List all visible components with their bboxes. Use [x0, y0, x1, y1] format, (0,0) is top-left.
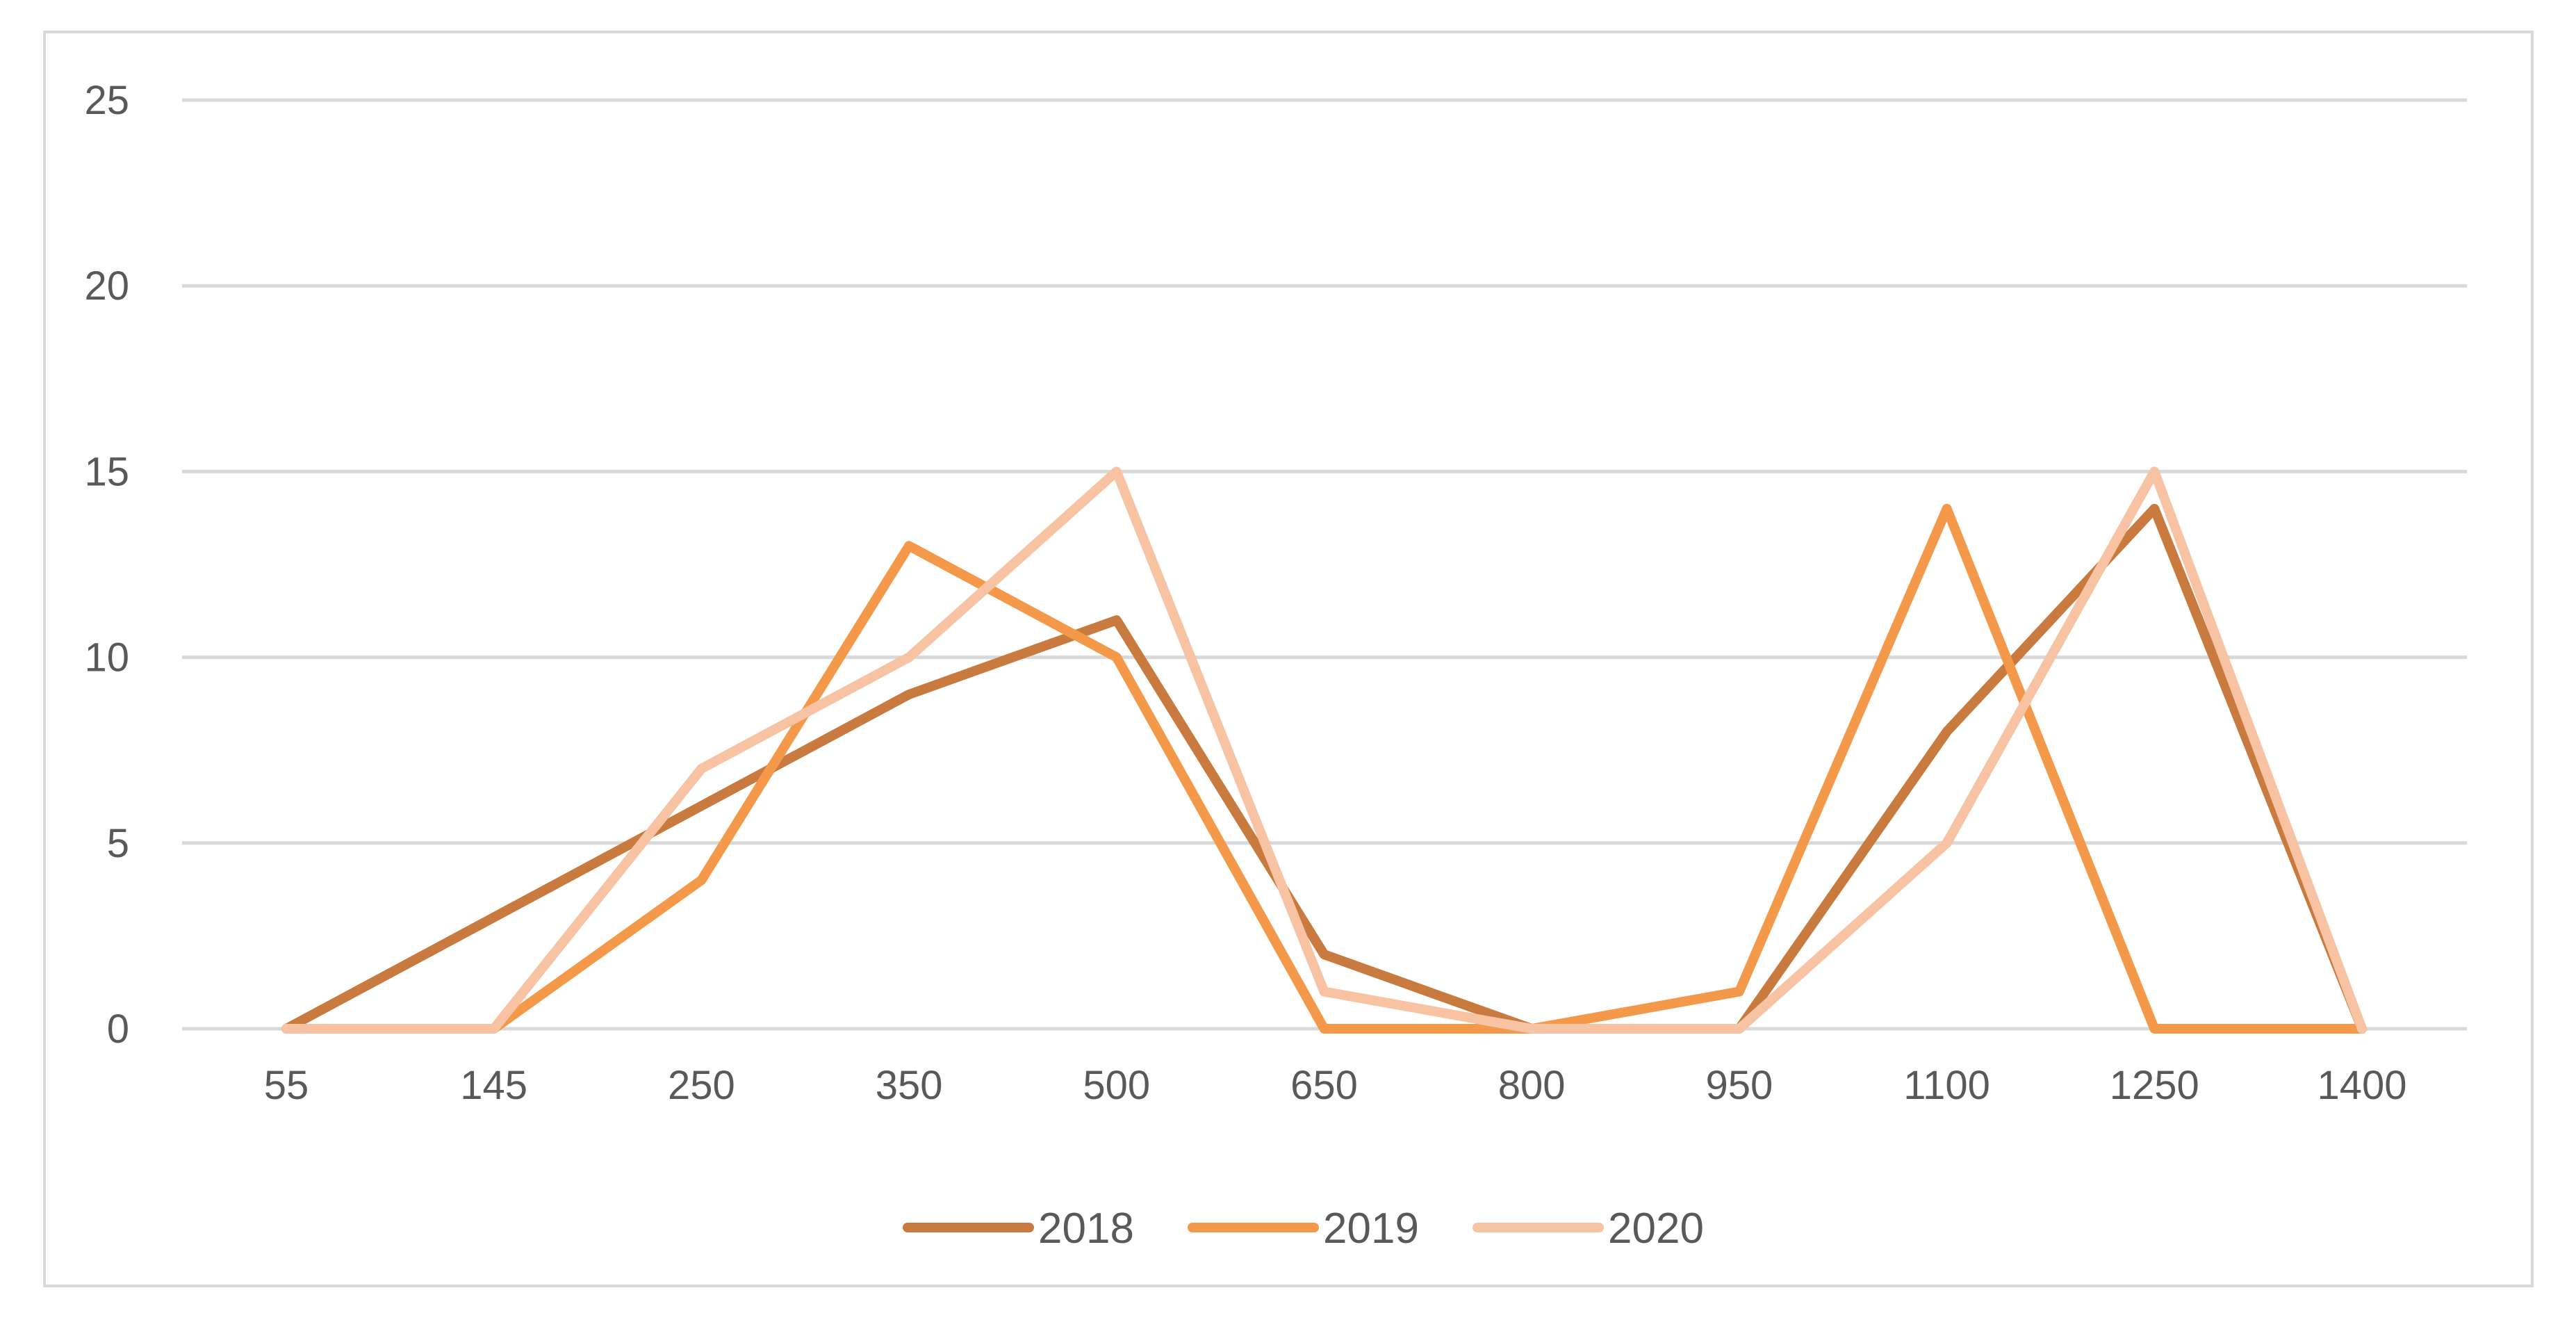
legend-label: 2019	[1323, 1205, 1419, 1253]
series-lines	[281, 466, 2367, 1034]
data-point	[491, 1026, 497, 1032]
data-point	[1529, 1026, 1535, 1032]
legend: 2018 2019 2020	[903, 1205, 1704, 1253]
x-tick-label: 800	[1498, 1063, 1566, 1108]
data-point	[1944, 505, 1950, 512]
x-tick-label: 55	[264, 1063, 309, 1108]
series-2020	[281, 466, 2367, 1034]
data-point	[1321, 952, 1327, 958]
gridlines	[182, 98, 2467, 1031]
data-point	[1321, 1026, 1327, 1032]
x-tick-label: 1250	[2110, 1063, 2199, 1108]
data-point	[491, 914, 497, 920]
y-tick-label: 5	[107, 821, 129, 866]
legend-item-2020: 2020	[1472, 1205, 1704, 1253]
x-tick-label: 950	[1706, 1063, 1773, 1108]
data-point	[1736, 1026, 1742, 1032]
line-chart: 0 5 10 15 20 25 55 145 250 350 500 650 800 950 1100 12…	[84, 78, 2467, 1253]
data-point	[698, 803, 705, 809]
y-tick-label: 10	[84, 635, 129, 681]
data-point	[906, 543, 912, 549]
x-tick-label: 250	[668, 1063, 735, 1108]
x-tick-label: 650	[1290, 1063, 1358, 1108]
data-point	[1944, 840, 1950, 846]
data-point	[1113, 617, 1119, 624]
x-tick-label: 145	[460, 1063, 527, 1108]
x-tick-label: 350	[876, 1063, 943, 1108]
y-tick-label: 25	[84, 78, 129, 123]
legend-item-2018: 2018	[903, 1205, 1134, 1253]
data-point	[1944, 728, 1950, 735]
data-point	[284, 1026, 289, 1032]
legend-label: 2018	[1038, 1205, 1134, 1253]
y-axis-tick-labels: 0 5 10 15 20 25	[84, 78, 129, 1052]
legend-item-2019: 2019	[1188, 1205, 1419, 1253]
data-point	[906, 692, 912, 698]
data-point	[2151, 1026, 2158, 1032]
x-tick-label: 500	[1083, 1063, 1150, 1108]
data-point	[2151, 468, 2158, 475]
data-point	[2359, 1026, 2365, 1032]
y-tick-label: 20	[84, 263, 129, 309]
data-point	[698, 765, 705, 772]
y-tick-label: 15	[84, 449, 129, 494]
chart-frame: 0 5 10 15 20 25 55 145 250 350 500 650 800 950 1100 12…	[43, 31, 2534, 1287]
x-tick-label: 1100	[1903, 1063, 1990, 1108]
data-point	[1113, 654, 1119, 660]
data-point	[698, 877, 705, 883]
y-tick-label: 0	[107, 1007, 129, 1052]
series-line-2020	[281, 466, 2367, 1034]
data-point	[2151, 505, 2158, 512]
legend-label: 2020	[1608, 1205, 1704, 1253]
data-point	[1321, 988, 1327, 995]
x-axis-tick-labels: 55 145 250 350 500 650 800 950 1100 1250 1400	[264, 1063, 2407, 1108]
x-tick-label: 1400	[2317, 1063, 2406, 1108]
data-point	[1113, 468, 1119, 475]
data-point	[1736, 988, 1742, 995]
data-point	[906, 654, 912, 660]
